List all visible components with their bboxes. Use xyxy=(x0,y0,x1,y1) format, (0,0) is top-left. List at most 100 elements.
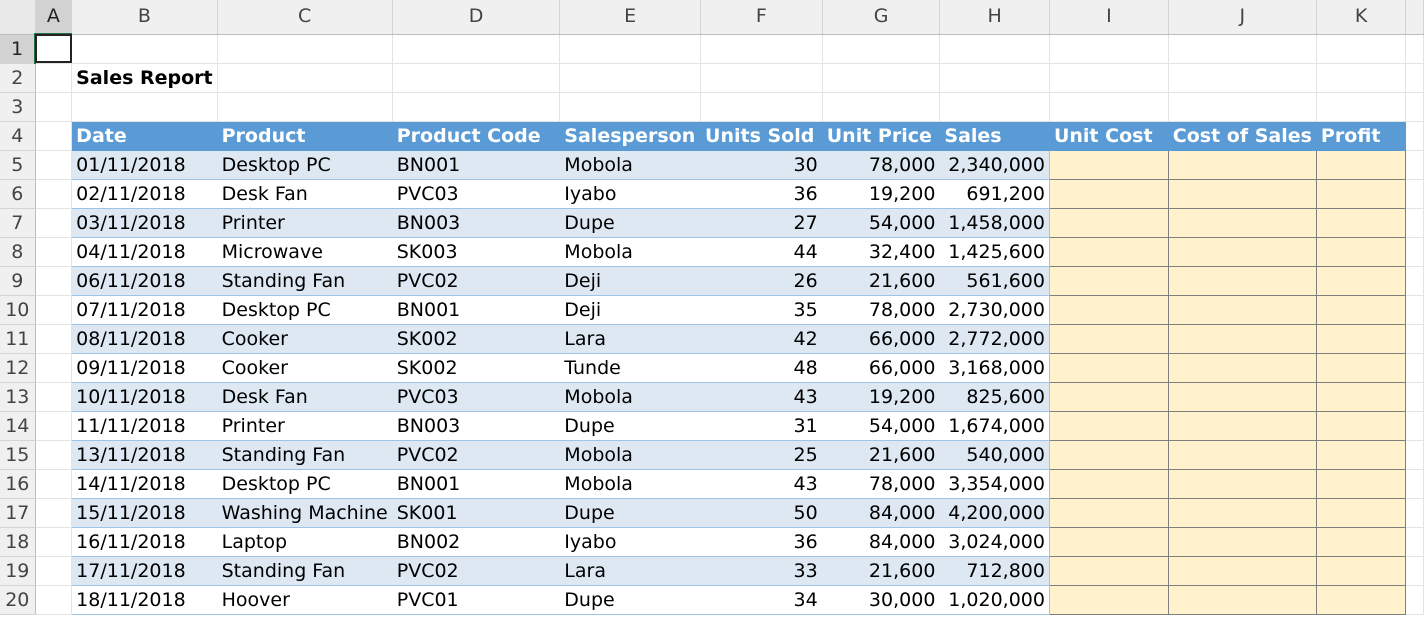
cell-a10[interactable] xyxy=(35,295,73,325)
table-header-salesperson[interactable]: Salesperson xyxy=(559,121,702,151)
row-header-10[interactable]: 10 xyxy=(0,295,36,325)
row-header-17[interactable]: 17 xyxy=(0,498,36,528)
cell-product[interactable]: Microwave xyxy=(217,237,393,267)
cell-a5[interactable] xyxy=(35,150,73,180)
cell-product-code[interactable]: BN001 xyxy=(392,295,561,325)
cell-date[interactable]: 15/11/2018 xyxy=(71,498,218,528)
cell-a15[interactable] xyxy=(35,440,73,470)
cell-product[interactable]: Desktop PC xyxy=(217,150,393,180)
cell-product[interactable]: Hoover xyxy=(217,585,393,615)
cell[interactable] xyxy=(939,92,1050,122)
input-cell-unit-cost[interactable] xyxy=(1049,150,1169,180)
cell[interactable] xyxy=(392,34,561,64)
row-header-15[interactable]: 15 xyxy=(0,440,36,470)
cell-a13[interactable] xyxy=(35,382,73,412)
cell-unit-price[interactable]: 54,000 xyxy=(822,411,941,441)
cell-date[interactable]: 06/11/2018 xyxy=(71,266,218,296)
cell-a2[interactable] xyxy=(35,63,73,93)
cell-salesperson[interactable]: Lara xyxy=(559,556,702,586)
input-cell-unit-cost[interactable] xyxy=(1049,527,1169,557)
input-cell-cost-of-sales[interactable] xyxy=(1168,498,1317,528)
cell-unit-price[interactable]: 66,000 xyxy=(822,324,941,354)
cell-a12[interactable] xyxy=(35,353,73,383)
cell-product-code[interactable]: SK002 xyxy=(392,324,561,354)
cell-product[interactable]: Cooker xyxy=(217,353,393,383)
cell-unit-price[interactable]: 21,600 xyxy=(822,556,941,586)
cell-unit-price[interactable]: 78,000 xyxy=(822,295,941,325)
input-cell-profit[interactable] xyxy=(1316,208,1407,238)
cell[interactable] xyxy=(939,34,1050,64)
cell-date[interactable]: 07/11/2018 xyxy=(71,295,218,325)
row-header-1[interactable]: 1 xyxy=(0,34,37,64)
cell-date[interactable]: 16/11/2018 xyxy=(71,527,218,557)
cell[interactable] xyxy=(559,63,702,93)
cell-product[interactable]: Desktop PC xyxy=(217,295,393,325)
input-cell-cost-of-sales[interactable] xyxy=(1168,440,1317,470)
cell[interactable] xyxy=(1316,92,1407,122)
input-cell-cost-of-sales[interactable] xyxy=(1168,266,1317,296)
cell-date[interactable]: 11/11/2018 xyxy=(71,411,218,441)
cell[interactable] xyxy=(822,34,941,64)
cell-a20[interactable] xyxy=(35,585,73,615)
cell[interactable] xyxy=(559,34,702,64)
input-cell-profit[interactable] xyxy=(1316,295,1407,325)
input-cell-profit[interactable] xyxy=(1316,266,1407,296)
cell-a16[interactable] xyxy=(35,469,73,499)
cell-unit-price[interactable]: 78,000 xyxy=(822,469,941,499)
row-header-20[interactable]: 20 xyxy=(0,585,36,615)
cell-product[interactable]: Washing Machine xyxy=(217,498,393,528)
cell-unit-price[interactable]: 54,000 xyxy=(822,208,941,238)
cell-sales[interactable]: 1,458,000 xyxy=(939,208,1050,238)
column-header-j[interactable]: J xyxy=(1168,0,1317,35)
spreadsheet-grid[interactable]: A B C D E F G H I J K 1 2 Sales Report 3 4 Date Product Pr… xyxy=(0,0,1424,615)
cell-product-code[interactable]: PVC02 xyxy=(392,266,561,296)
column-header-i[interactable]: I xyxy=(1049,0,1169,35)
cell-a14[interactable] xyxy=(35,411,73,441)
input-cell-unit-cost[interactable] xyxy=(1049,382,1169,412)
column-header-g[interactable]: G xyxy=(822,0,941,35)
cell[interactable] xyxy=(700,63,823,93)
input-cell-unit-cost[interactable] xyxy=(1049,585,1169,615)
cell-sales[interactable]: 712,800 xyxy=(939,556,1050,586)
cell-salesperson[interactable]: Dupe xyxy=(559,585,702,615)
cell-sales[interactable]: 561,600 xyxy=(939,266,1050,296)
cell-date[interactable]: 04/11/2018 xyxy=(71,237,218,267)
cell-unit-price[interactable]: 21,600 xyxy=(822,440,941,470)
cell-sales[interactable]: 1,020,000 xyxy=(939,585,1050,615)
row-header-19[interactable]: 19 xyxy=(0,556,36,586)
cell-sales[interactable]: 4,200,000 xyxy=(939,498,1050,528)
input-cell-profit[interactable] xyxy=(1316,179,1407,209)
cell-product-code[interactable]: BN003 xyxy=(392,411,561,441)
cell-unit-price[interactable]: 30,000 xyxy=(822,585,941,615)
cell[interactable] xyxy=(559,92,702,122)
input-cell-unit-cost[interactable] xyxy=(1049,498,1169,528)
cell-unit-price[interactable]: 78,000 xyxy=(822,150,941,180)
input-cell-cost-of-sales[interactable] xyxy=(1168,179,1317,209)
table-header-product[interactable]: Product xyxy=(217,121,393,151)
cell-sales[interactable]: 2,772,000 xyxy=(939,324,1050,354)
input-cell-unit-cost[interactable] xyxy=(1049,266,1169,296)
cell-units-sold[interactable]: 43 xyxy=(700,469,823,499)
cell-unit-price[interactable]: 19,200 xyxy=(822,179,941,209)
cell-product[interactable]: Printer xyxy=(217,208,393,238)
cell-sales[interactable]: 691,200 xyxy=(939,179,1050,209)
cell[interactable] xyxy=(71,92,218,122)
cell-product[interactable]: Desk Fan xyxy=(217,179,393,209)
cell-date[interactable]: 17/11/2018 xyxy=(71,556,218,586)
row-header-18[interactable]: 18 xyxy=(0,527,36,557)
input-cell-unit-cost[interactable] xyxy=(1049,237,1169,267)
row-header-13[interactable]: 13 xyxy=(0,382,36,412)
cell[interactable] xyxy=(822,63,941,93)
table-header-profit[interactable]: Profit xyxy=(1316,121,1407,151)
cell-sales[interactable]: 3,024,000 xyxy=(939,527,1050,557)
row-header-6[interactable]: 6 xyxy=(0,179,36,209)
cell-units-sold[interactable]: 48 xyxy=(700,353,823,383)
cell-unit-price[interactable]: 32,400 xyxy=(822,237,941,267)
input-cell-cost-of-sales[interactable] xyxy=(1168,527,1317,557)
cell-a4[interactable] xyxy=(35,121,73,151)
cell-units-sold[interactable]: 34 xyxy=(700,585,823,615)
cell[interactable] xyxy=(217,92,393,122)
input-cell-cost-of-sales[interactable] xyxy=(1168,324,1317,354)
column-header-h[interactable]: H xyxy=(939,0,1050,35)
row-header-3[interactable]: 3 xyxy=(0,92,36,122)
